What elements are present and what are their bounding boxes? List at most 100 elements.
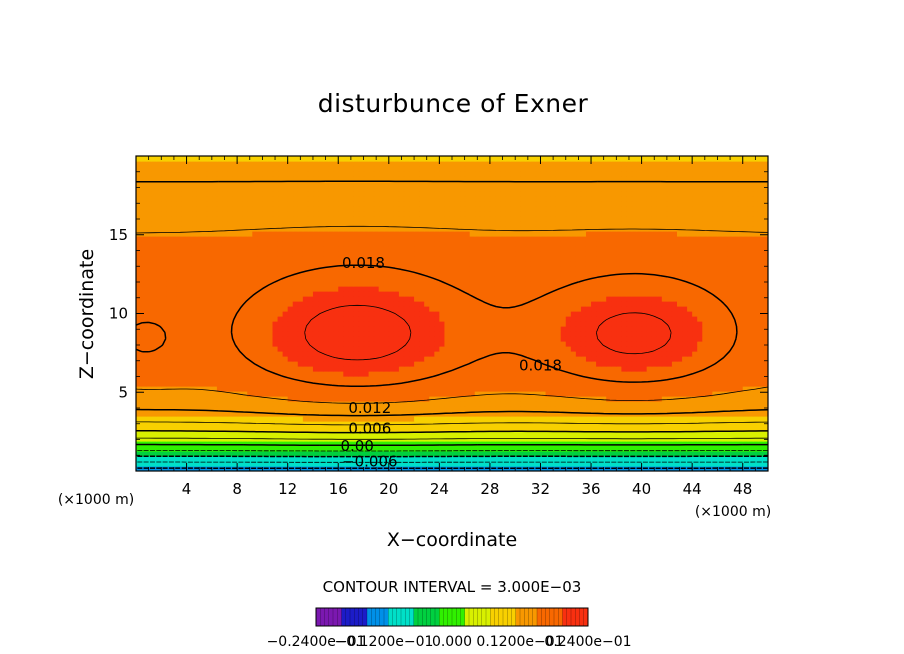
contour-fill-cell — [247, 336, 253, 342]
contour-fill-cell — [459, 406, 466, 412]
contour-fill-cell — [176, 301, 183, 307]
contour-fill-cell — [227, 451, 233, 457]
contour-fill-cell — [409, 336, 415, 342]
contour-fill-cell — [631, 331, 638, 337]
contour-fill-cell — [474, 276, 481, 282]
contour-fill-cell — [277, 366, 284, 372]
contour-fill-cell — [161, 416, 167, 422]
contour-fill-cell — [737, 326, 744, 332]
contour-fill-cell — [146, 391, 152, 397]
contour-fill-cell — [671, 271, 678, 277]
contour-fill-cell — [161, 371, 167, 377]
contour-fill-cell — [403, 281, 410, 287]
contour-fill-cell — [570, 346, 577, 352]
contour-fill-cell — [682, 381, 688, 387]
contour-fill-cell — [575, 341, 582, 347]
contour-fill-cell — [216, 396, 223, 402]
contour-fill-cell — [318, 446, 324, 452]
contour-fill-cell — [232, 271, 238, 277]
contour-fill-cell — [585, 281, 592, 287]
contour-fill-cell — [732, 281, 739, 287]
contour-fill-cell — [363, 306, 370, 312]
contour-fill-cell — [717, 421, 724, 427]
contour-fill-cell — [307, 341, 314, 347]
contour-fill-cell — [661, 321, 668, 327]
contour-fill-cell — [373, 371, 380, 377]
contour-fill-cell — [469, 391, 476, 397]
contour-fill-cell — [712, 391, 719, 397]
contour-fill-cell — [282, 416, 289, 422]
contour-fill-cell — [510, 381, 516, 387]
contour-fill-cell — [338, 456, 344, 462]
contour-fill-cell — [459, 431, 466, 437]
contour-fill-cell — [338, 366, 344, 372]
contour-fill-cell — [737, 281, 744, 287]
contour-fill-cell — [206, 436, 213, 442]
contour-fill-cell — [449, 271, 456, 277]
contour-fill-cell — [565, 406, 572, 412]
contour-fill-cell — [611, 306, 617, 312]
contour-fill-cell — [747, 316, 754, 322]
contour-fill-cell — [697, 336, 703, 342]
contour-fill-cell — [611, 416, 617, 422]
contour-fill-cell — [530, 446, 537, 452]
contour-fill-cell — [262, 296, 269, 302]
contour-fill-cell — [697, 446, 703, 452]
contour-fill-cell — [596, 321, 602, 327]
contour-fill-cell — [237, 311, 243, 317]
contour-fill-cell — [196, 316, 203, 322]
contour-fill-cell — [358, 361, 365, 367]
contour-fill-cell — [676, 301, 683, 307]
contour-fill-cell — [484, 296, 491, 302]
contour-fill-cell — [601, 441, 607, 447]
contour-fill-cell — [373, 281, 380, 287]
contour-fill-cell — [302, 416, 309, 422]
contour-fill-cell — [247, 451, 253, 457]
contour-fill-cell — [262, 326, 269, 332]
contour-fill-cell — [191, 331, 198, 337]
contour-fill-cell — [520, 396, 526, 402]
contour-fill-cell — [287, 346, 294, 352]
contour-fill-cell — [742, 341, 749, 347]
contour-fill-cell — [434, 431, 440, 437]
contour-fill-cell — [191, 381, 198, 387]
contour-fill-cell — [333, 451, 339, 457]
contour-fill-cell — [267, 426, 274, 432]
contour-fill-cell — [712, 406, 719, 412]
contour-fill-cell — [176, 376, 183, 382]
contour-fill-cell — [722, 451, 729, 457]
contour-fill-cell — [211, 276, 218, 282]
contour-fill-cell — [211, 441, 218, 447]
contour-fill-cell — [489, 391, 496, 397]
contour-fill-cell — [545, 271, 552, 277]
contour-fill-cell — [712, 336, 719, 342]
contour-fill-cell — [221, 381, 228, 387]
contour-fill-cell — [232, 286, 238, 292]
contour-fill-cell — [449, 326, 456, 332]
contour-fill-cell — [429, 331, 435, 337]
contour-fill-cell — [196, 451, 203, 457]
contour-fill-cell — [510, 461, 516, 467]
contour-fill-cell — [646, 311, 653, 317]
contour-fill-cell — [560, 281, 567, 287]
contour-fill-cell — [707, 406, 713, 412]
contour-fill-cell — [742, 371, 749, 377]
contour-fill-cell — [343, 396, 349, 402]
contour-fill-cell — [434, 331, 440, 337]
contour-fill-cell — [201, 281, 208, 287]
contour-fill-cell — [565, 391, 572, 397]
contour-fill-cell — [575, 371, 582, 377]
contour-fill-cell — [419, 391, 425, 397]
contour-fill-cell — [333, 351, 339, 357]
contour-fill-cell — [757, 371, 764, 377]
contour-fill-cell — [414, 336, 420, 342]
contour-fill-cell — [520, 281, 526, 287]
contour-fill-cell — [338, 376, 344, 382]
contour-fill-cell — [560, 376, 567, 382]
contour-fill-cell — [216, 371, 223, 377]
contour-fill-cell — [722, 331, 729, 337]
contour-fill-cell — [742, 386, 749, 392]
contour-fill-cell — [732, 286, 739, 292]
contour-fill-cell — [398, 441, 405, 447]
